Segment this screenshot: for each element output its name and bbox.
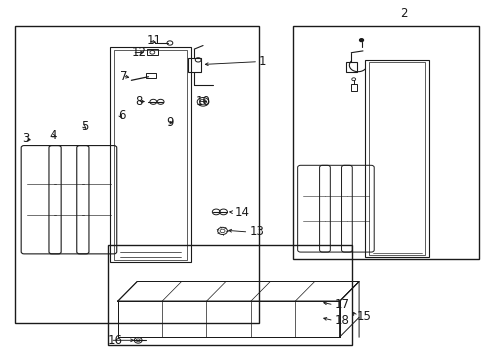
Bar [114, 50, 186, 260]
Bar [108, 244, 351, 345]
Text: 13: 13 [249, 225, 264, 238]
Text: 16: 16 [108, 334, 122, 347]
Text: 12: 12 [131, 46, 146, 59]
Text: 3: 3 [22, 132, 30, 145]
Text: 4: 4 [49, 129, 57, 142]
Text: 1: 1 [259, 55, 266, 68]
Text: 6: 6 [118, 109, 125, 122]
Bar [365, 60, 428, 257]
Text: 5: 5 [81, 120, 88, 133]
Text: 9: 9 [166, 116, 174, 129]
Text: 11: 11 [147, 34, 162, 48]
Circle shape [359, 39, 363, 41]
Text: 7: 7 [120, 69, 127, 82]
Bar [188, 58, 200, 72]
Bar [345, 62, 356, 72]
Text: 15: 15 [356, 310, 371, 323]
Bar [15, 26, 259, 323]
Bar [146, 73, 156, 78]
Text: 17: 17 [334, 298, 349, 311]
Bar [110, 47, 190, 262]
Text: 8: 8 [135, 95, 142, 108]
Text: 2: 2 [400, 7, 407, 20]
Text: 18: 18 [334, 314, 349, 327]
Text: 14: 14 [234, 206, 249, 219]
Bar [147, 49, 158, 55]
Bar [293, 26, 478, 259]
Bar [118, 301, 339, 337]
Text: 10: 10 [195, 95, 210, 108]
Bar [368, 62, 425, 255]
Bar [350, 84, 356, 91]
